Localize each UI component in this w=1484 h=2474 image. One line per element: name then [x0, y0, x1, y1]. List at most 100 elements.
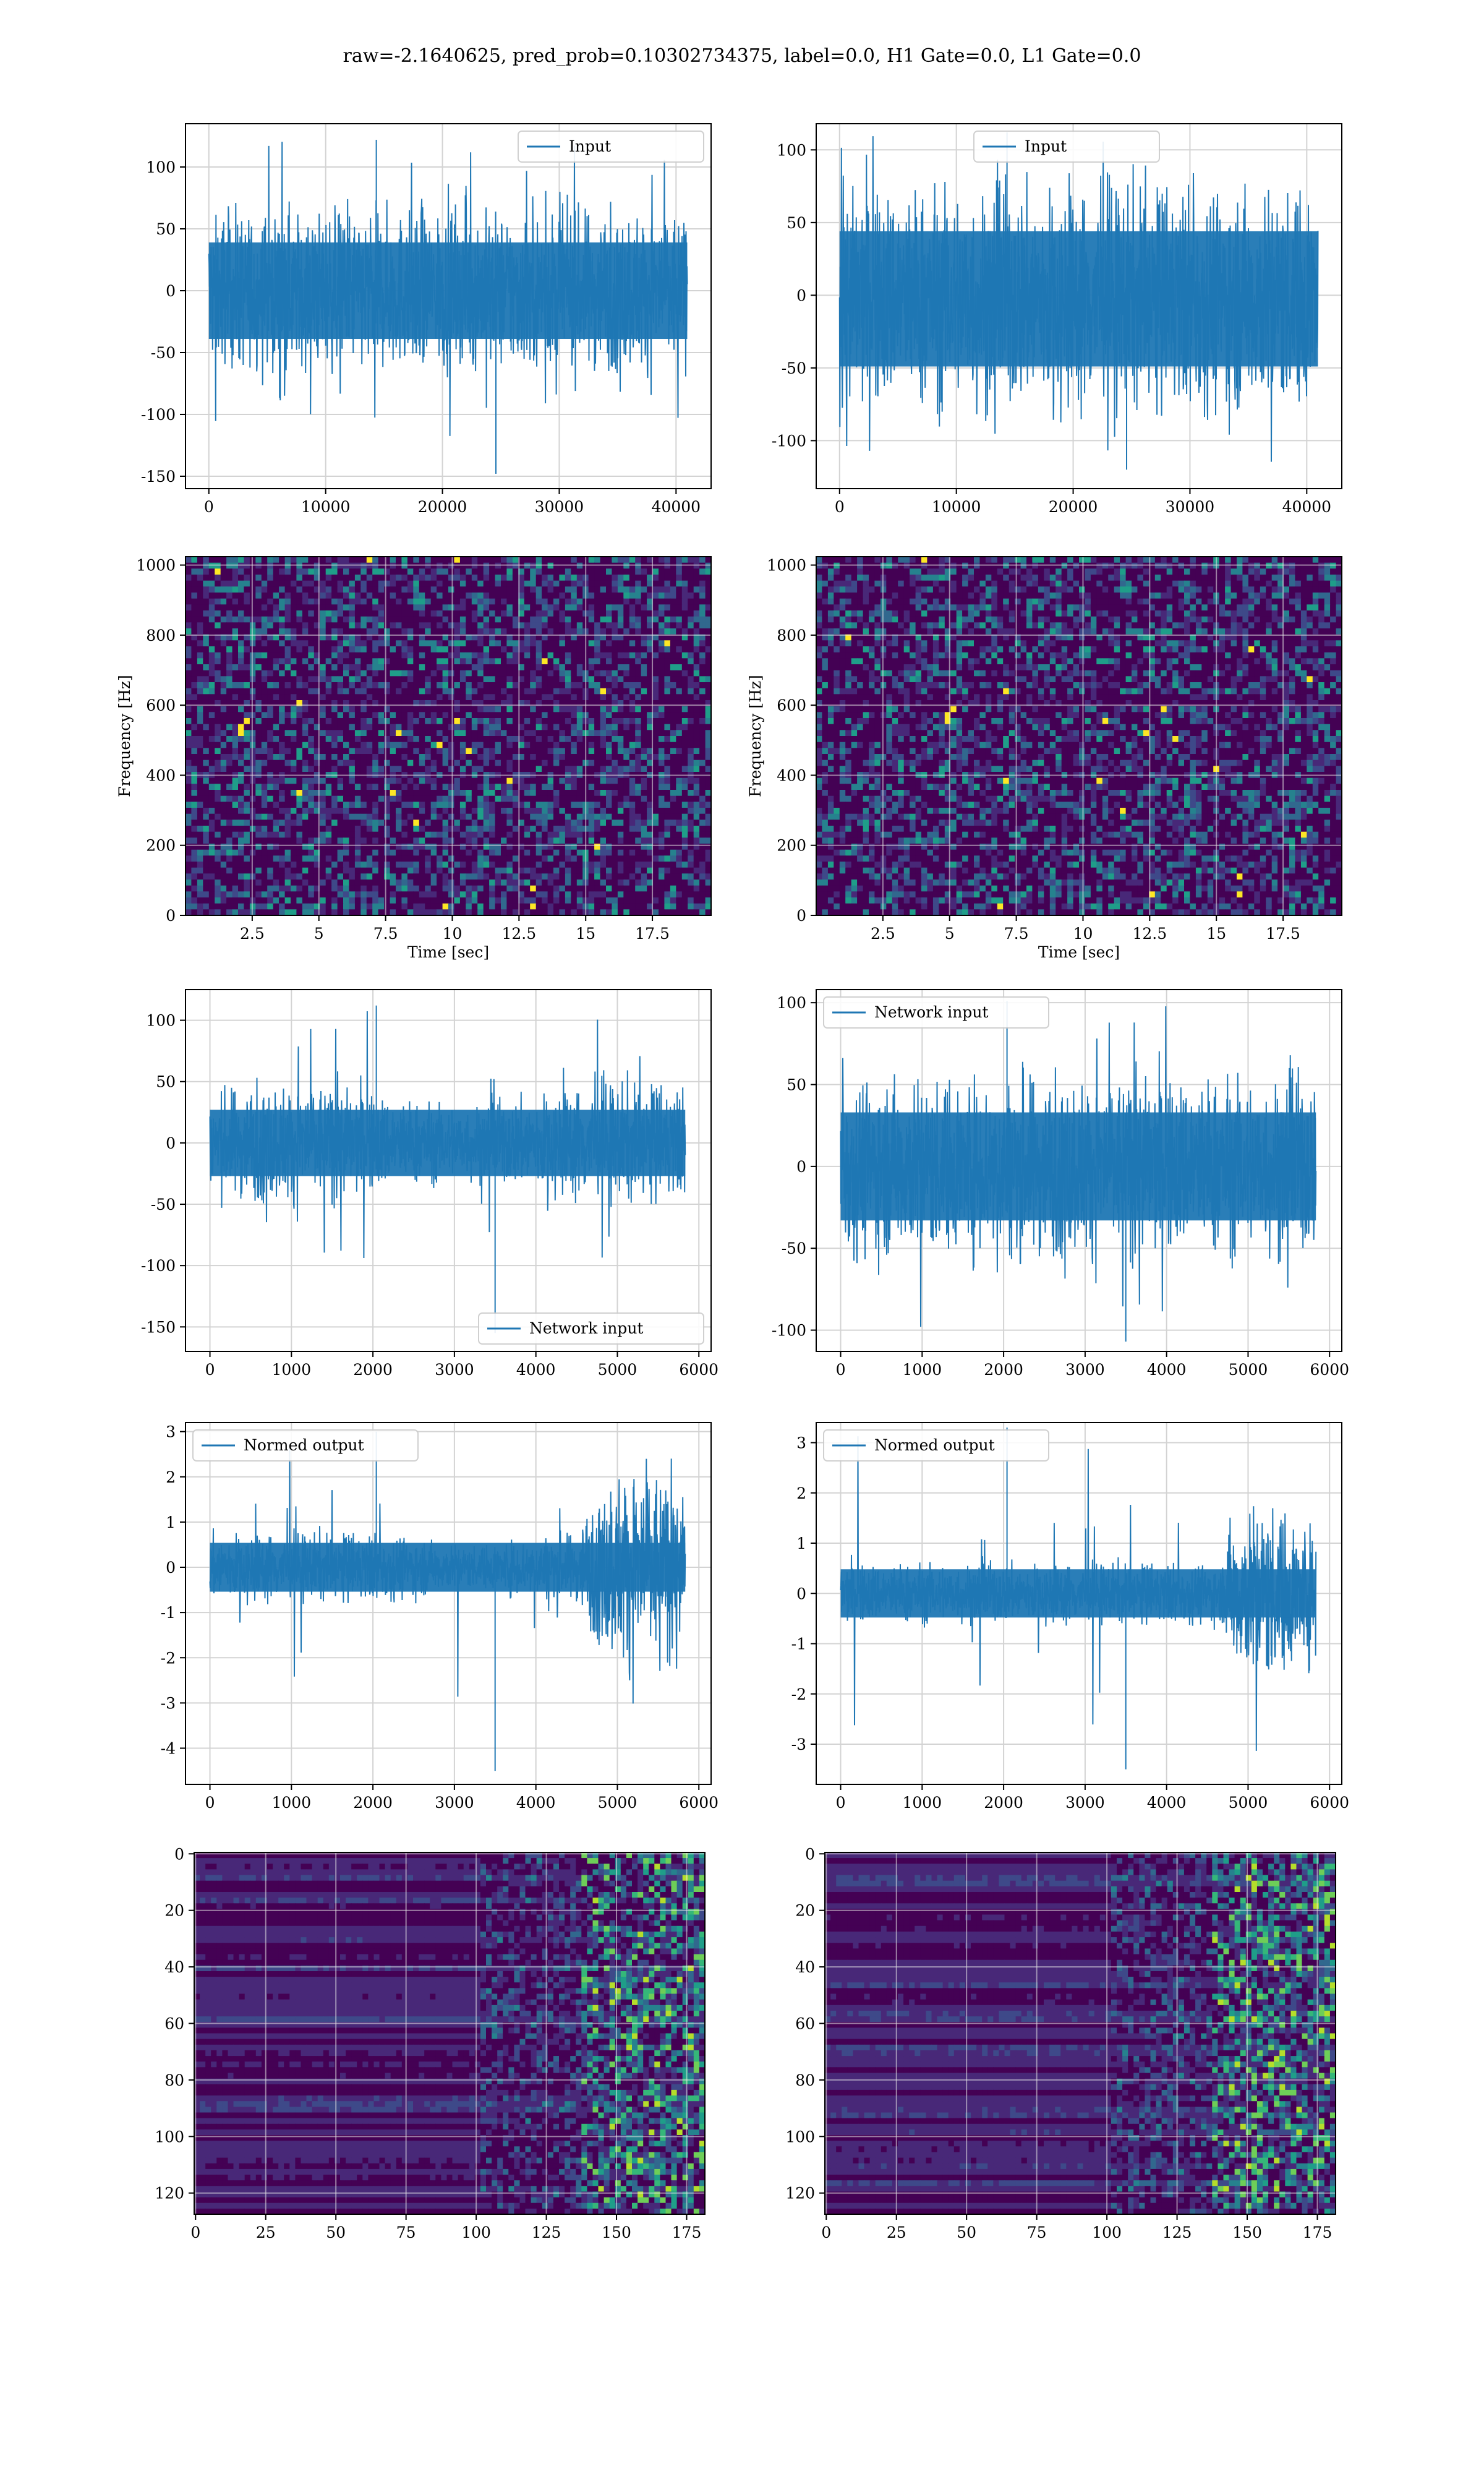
heatmap-cell: [285, 628, 291, 635]
heatmap-cell: [676, 837, 682, 844]
heatmap-cell: [448, 653, 454, 659]
heatmap-cell: [390, 784, 396, 790]
heatmap-cell: [589, 640, 595, 646]
heatmap-cell: [559, 814, 565, 820]
heatmap-cell: [653, 844, 659, 850]
heatmap-cell: [676, 658, 682, 664]
heatmap-cell: [413, 658, 419, 664]
heatmap-cell: [331, 599, 338, 605]
heatmap-cell: [401, 760, 407, 766]
heatmap-cell: [431, 670, 437, 677]
heatmap-cell: [343, 568, 349, 575]
heatmap-cell: [484, 622, 490, 628]
heatmap-cell: [606, 868, 612, 874]
heatmap-cell: [419, 622, 425, 628]
heatmap-cell: [688, 855, 694, 862]
heatmap-cell: [338, 557, 344, 563]
heatmap-cell: [296, 760, 302, 766]
heatmap-cell: [302, 850, 309, 856]
heatmap-cell: [437, 760, 443, 766]
heatmap-cell: [530, 802, 536, 808]
heatmap-cell: [443, 557, 449, 563]
heatmap-cell: [431, 748, 437, 754]
heatmap-cell: [238, 604, 244, 610]
heatmap-cell: [401, 586, 407, 593]
heatmap-cell: [320, 724, 326, 730]
heatmap-cell: [367, 563, 373, 569]
heatmap-cell: [360, 820, 367, 826]
heatmap-cell: [255, 802, 262, 808]
heatmap-cell: [203, 820, 209, 826]
heatmap-cell: [244, 706, 250, 713]
heatmap-cell: [676, 760, 682, 766]
heatmap-cell: [279, 832, 285, 838]
heatmap-cell: [244, 754, 250, 760]
heatmap-cell: [437, 712, 443, 718]
heatmap-cell: [326, 796, 332, 802]
heatmap-cell: [466, 855, 472, 862]
heatmap-cell: [320, 563, 326, 569]
heatmap-cell: [443, 628, 449, 635]
heatmap-cell: [390, 581, 396, 587]
heatmap-cell: [635, 664, 641, 670]
heatmap-cell: [367, 862, 373, 868]
heatmap-cell: [484, 682, 490, 688]
heatmap-cell: [401, 724, 407, 730]
heatmap-cell: [524, 850, 531, 856]
heatmap-cell: [255, 593, 262, 599]
heatmap-cell: [653, 730, 659, 736]
heatmap-cell: [250, 622, 256, 628]
heatmap-cell: [676, 712, 682, 718]
heatmap-cell: [448, 586, 454, 593]
heatmap-cell: [623, 802, 629, 808]
heatmap-cell: [659, 826, 665, 832]
heatmap-cell: [629, 784, 636, 790]
heatmap-cell: [378, 688, 385, 695]
heatmap-cell: [477, 557, 484, 563]
heatmap-cell: [664, 563, 670, 569]
heatmap-cell: [308, 581, 314, 587]
heatmap-cell: [676, 754, 682, 760]
heatmap-cell: [495, 796, 501, 802]
heatmap-cell: [589, 760, 595, 766]
heatmap-cell: [676, 682, 682, 688]
heatmap-cell: [472, 670, 478, 677]
heatmap-cell: [296, 802, 302, 808]
heatmap-cell: [618, 706, 624, 713]
heatmap-cell: [699, 712, 706, 718]
heatmap-cell: [466, 832, 472, 838]
heatmap-cell: [559, 754, 565, 760]
heatmap-cell: [355, 766, 361, 772]
heatmap-cell: [653, 676, 659, 682]
heatmap-cell: [250, 784, 256, 790]
heatmap-cell: [688, 688, 694, 695]
heatmap-cell: [664, 670, 670, 677]
heatmap-cell: [355, 802, 361, 808]
heatmap-cell: [296, 748, 302, 754]
heatmap-cell: [419, 581, 425, 587]
heatmap-cell: [232, 653, 239, 659]
heatmap-cell: [285, 664, 291, 670]
heatmap-cell: [372, 617, 378, 623]
heatmap-cell: [238, 593, 244, 599]
heatmap-cell: [542, 712, 548, 718]
heatmap-cell: [536, 844, 542, 850]
heatmap-cell: [448, 754, 454, 760]
heatmap-cell: [489, 808, 495, 814]
heatmap-cell: [437, 820, 443, 826]
heatmap-cell: [688, 796, 694, 802]
heatmap-cell: [191, 604, 197, 610]
chart-r1-left: 0 10000 20000 30000 40000-150-100-50050100In…: [141, 124, 711, 516]
heatmap-cell: [425, 730, 431, 736]
heatmap-cell: [215, 802, 221, 808]
heatmap-cell: [542, 814, 548, 820]
heatmap-cell: [682, 586, 688, 593]
heatmap-cell: [203, 748, 209, 754]
heatmap-cell: [407, 718, 414, 724]
heatmap-cell: [472, 712, 478, 718]
heatmap-cell: [308, 568, 314, 575]
heatmap-cell: [524, 778, 531, 784]
heatmap-cell: [262, 784, 268, 790]
heatmap-cell: [209, 563, 215, 569]
x-tick-label: 40000: [1282, 498, 1332, 516]
